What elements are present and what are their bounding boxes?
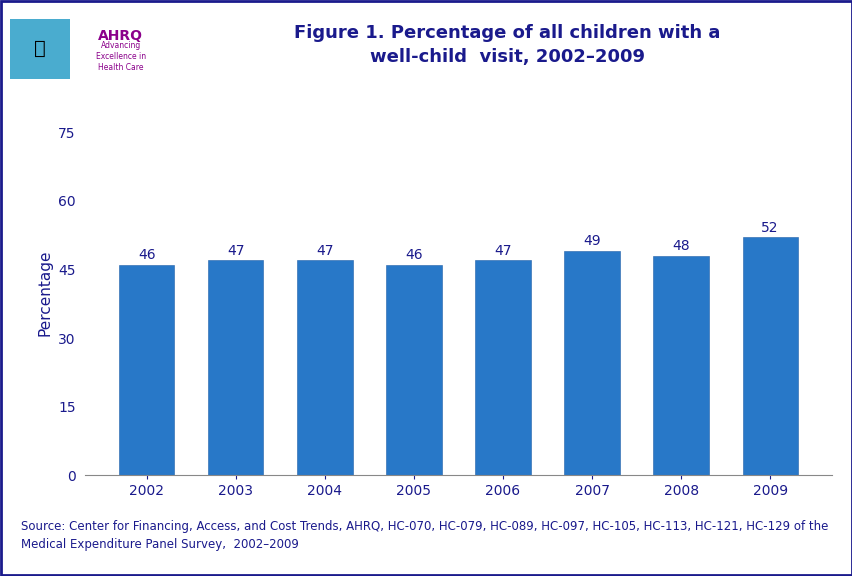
Text: 47: 47 [227,244,245,257]
FancyBboxPatch shape [10,19,70,79]
Bar [386,265,441,475]
Bar [653,256,708,475]
Text: Advancing
Excellence in
Health Care: Advancing Excellence in Health Care [95,41,146,72]
Bar [297,260,352,475]
Bar [564,251,619,475]
Bar [475,260,530,475]
Text: 52: 52 [761,221,778,234]
Text: Source: Center for Financing, Access, and Cost Trends, AHRQ, HC-070, HC-079, HC-: Source: Center for Financing, Access, an… [21,521,827,551]
Text: 46: 46 [138,248,155,262]
Text: 46: 46 [405,248,423,262]
Text: 47: 47 [493,244,511,257]
Text: Figure 1. Percentage of all children with a
well-child  visit, 2002–2009: Figure 1. Percentage of all children wit… [294,24,720,66]
Text: 47: 47 [316,244,333,257]
Text: 🦅: 🦅 [34,39,46,58]
Bar [208,260,263,475]
Bar [742,237,797,475]
Bar [119,265,174,475]
Text: 48: 48 [671,239,689,253]
Text: AHRQ: AHRQ [98,29,143,43]
Y-axis label: Percentage: Percentage [37,249,52,336]
Text: 49: 49 [583,234,600,248]
